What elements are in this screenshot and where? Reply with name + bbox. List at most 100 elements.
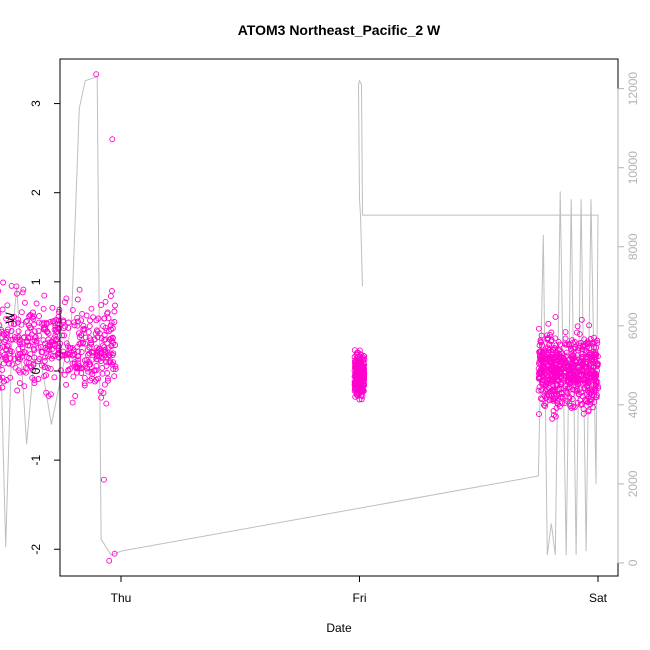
data-point <box>5 342 12 349</box>
data-point <box>572 376 578 383</box>
data-point <box>557 349 564 356</box>
x-axis-label: Date <box>326 621 352 635</box>
data-point <box>11 313 18 320</box>
data-point <box>17 356 23 363</box>
data-point <box>103 362 110 369</box>
data-point <box>16 380 23 387</box>
data-point <box>27 351 34 358</box>
data-point <box>536 349 543 355</box>
data-point <box>51 335 58 342</box>
data-point <box>19 289 26 296</box>
data-point <box>579 350 586 357</box>
data-point <box>103 327 110 334</box>
data-point <box>553 405 560 411</box>
data-point <box>63 381 70 388</box>
data-point <box>61 332 67 339</box>
data-point <box>360 377 366 384</box>
data-point <box>562 329 569 336</box>
data-point <box>569 355 576 362</box>
data-point <box>585 364 592 371</box>
data-point <box>36 313 42 320</box>
data-point <box>93 71 100 78</box>
data-point <box>3 315 10 322</box>
data-point <box>28 331 35 338</box>
data-point <box>544 335 551 342</box>
data-point <box>352 379 359 386</box>
data-point <box>98 358 104 365</box>
data-point <box>81 382 88 389</box>
data-point <box>559 379 566 386</box>
data-point <box>0 334 5 341</box>
data-point <box>51 326 58 333</box>
data-point <box>0 374 2 381</box>
data-point <box>21 383 28 390</box>
data-point <box>89 356 96 363</box>
y2-tick-label: 12000 <box>626 72 640 106</box>
data-point <box>90 314 97 321</box>
data-point <box>102 298 109 305</box>
data-point <box>0 288 2 294</box>
y2-tick-label: 4000 <box>626 391 640 418</box>
data-point <box>0 385 2 391</box>
data-point <box>21 299 28 306</box>
data-point <box>65 324 72 331</box>
data-point <box>101 344 108 350</box>
data-point <box>69 345 76 352</box>
data-point <box>36 332 43 339</box>
data-point <box>107 335 114 342</box>
data-point <box>577 339 584 346</box>
data-point <box>75 360 82 367</box>
data-point <box>30 360 37 367</box>
data-point <box>82 334 89 341</box>
data-point <box>545 376 552 383</box>
y-axis-label: W <box>3 312 17 324</box>
data-point <box>45 336 52 343</box>
data-point <box>545 347 552 353</box>
data-point <box>8 336 14 343</box>
data-point <box>358 387 365 393</box>
data-point <box>566 369 573 376</box>
data-point <box>71 319 77 326</box>
data-point <box>70 373 77 380</box>
data-point <box>100 342 106 349</box>
axes: Thu Fri Sat -2 -1 0 1 2 3 0 2000 4000 6000 8000 10000 1… <box>29 72 640 605</box>
chart-title: ATOM3 Northeast_Pacific_2 W <box>238 22 441 38</box>
data-point <box>15 316 22 323</box>
y-tick-label: -1 <box>29 454 43 465</box>
data-point <box>586 397 593 404</box>
data-point <box>580 410 587 417</box>
data-point <box>582 360 589 367</box>
data-point <box>111 373 118 380</box>
data-point <box>572 361 578 368</box>
x-tick-label: Thu <box>111 591 132 605</box>
data-point <box>40 305 47 312</box>
data-point <box>24 365 31 372</box>
data-point <box>563 349 570 356</box>
data-point <box>562 341 569 348</box>
data-point <box>74 322 81 329</box>
data-point <box>30 367 36 374</box>
data-point <box>351 373 358 380</box>
data-point <box>355 380 362 387</box>
data-point <box>579 362 586 369</box>
data-point <box>66 345 73 352</box>
data-point <box>559 357 565 364</box>
data-point <box>51 318 57 324</box>
y-tick-label: 2 <box>29 189 43 196</box>
data-point <box>56 343 63 350</box>
data-point <box>61 299 68 306</box>
x-tick-label: Fri <box>353 591 367 605</box>
data-point <box>105 377 111 384</box>
data-point <box>83 360 90 367</box>
data-point <box>549 346 556 353</box>
data-point <box>86 335 93 342</box>
data-point <box>90 349 97 356</box>
data-point <box>109 335 116 342</box>
data-point <box>94 353 101 360</box>
data-point <box>579 401 586 408</box>
data-point <box>0 310 2 316</box>
data-point <box>550 385 557 392</box>
data-point <box>539 349 546 356</box>
data-point <box>591 392 597 399</box>
